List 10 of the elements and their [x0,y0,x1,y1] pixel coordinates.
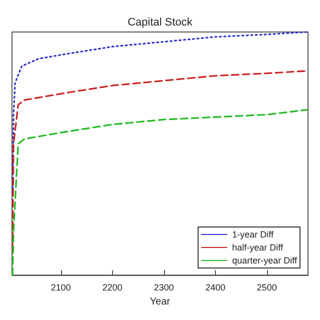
x-tick-label: 2300 [154,282,174,293]
x-tick-label: 2500 [256,282,277,293]
x-tick-label: 2100 [50,282,71,293]
legend-label: half-year Diff [232,242,284,252]
x-axis-title: Year [150,296,171,308]
legend-label: 1-year Diff [232,230,274,240]
chart-title: Capital Stock [128,16,193,28]
x-tick-label: 2400 [205,282,226,293]
legend-label: quarter-year Diff [232,256,298,266]
x-tick-label: 2200 [102,282,122,293]
